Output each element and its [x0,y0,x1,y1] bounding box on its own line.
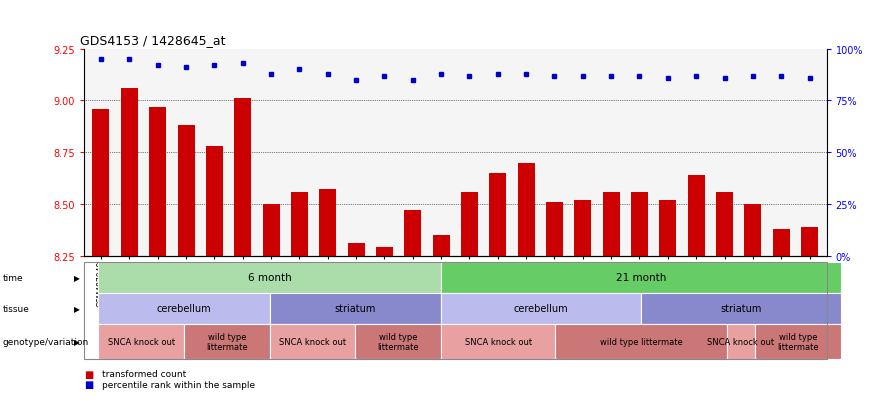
Text: cerebellum: cerebellum [156,304,211,314]
Text: striatum: striatum [335,304,376,314]
Text: tissue: tissue [3,304,29,313]
Text: SNCA knock out: SNCA knock out [278,337,346,346]
Text: ▶: ▶ [74,273,80,282]
Bar [319,190,336,256]
Bar [178,126,194,256]
Text: wild type
littermate: wild type littermate [206,332,248,351]
Bar [376,248,392,256]
Bar [93,109,110,256]
Bar [603,192,620,256]
Bar [773,229,789,256]
Text: striatum: striatum [720,304,761,314]
Text: ■: ■ [84,379,93,389]
Text: transformed count: transformed count [102,369,186,378]
Bar [575,200,591,256]
Text: genotype/variation: genotype/variation [3,337,89,346]
Text: percentile rank within the sample: percentile rank within the sample [102,380,255,389]
Bar [546,202,563,256]
Bar [121,89,138,256]
Bar [347,244,364,256]
Text: wild type
littermate: wild type littermate [777,332,819,351]
Text: SNCA knock out: SNCA knock out [707,337,774,346]
Bar [518,163,535,256]
Text: ■: ■ [84,369,93,379]
Bar [149,107,166,256]
Text: wild type
littermate: wild type littermate [377,332,419,351]
Bar [206,147,223,256]
Bar [234,99,251,256]
Bar [744,204,761,256]
Bar [489,173,507,256]
Bar [801,227,818,256]
Bar [659,200,676,256]
Text: SNCA knock out: SNCA knock out [108,337,175,346]
Bar [263,204,279,256]
Text: ▶: ▶ [74,337,80,346]
Text: time: time [3,273,23,282]
Text: cerebellum: cerebellum [514,304,568,314]
Text: ▶: ▶ [74,304,80,313]
Bar [404,211,422,256]
Bar [631,192,648,256]
Bar [291,192,308,256]
Text: GDS4153 / 1428645_at: GDS4153 / 1428645_at [80,34,225,47]
Bar [432,235,450,256]
Text: 6 month: 6 month [248,273,292,283]
Bar [688,176,705,256]
Text: wild type littermate: wild type littermate [599,337,682,346]
Bar [716,192,733,256]
Text: SNCA knock out: SNCA knock out [464,337,531,346]
Text: 21 month: 21 month [616,273,666,283]
Bar [461,192,478,256]
